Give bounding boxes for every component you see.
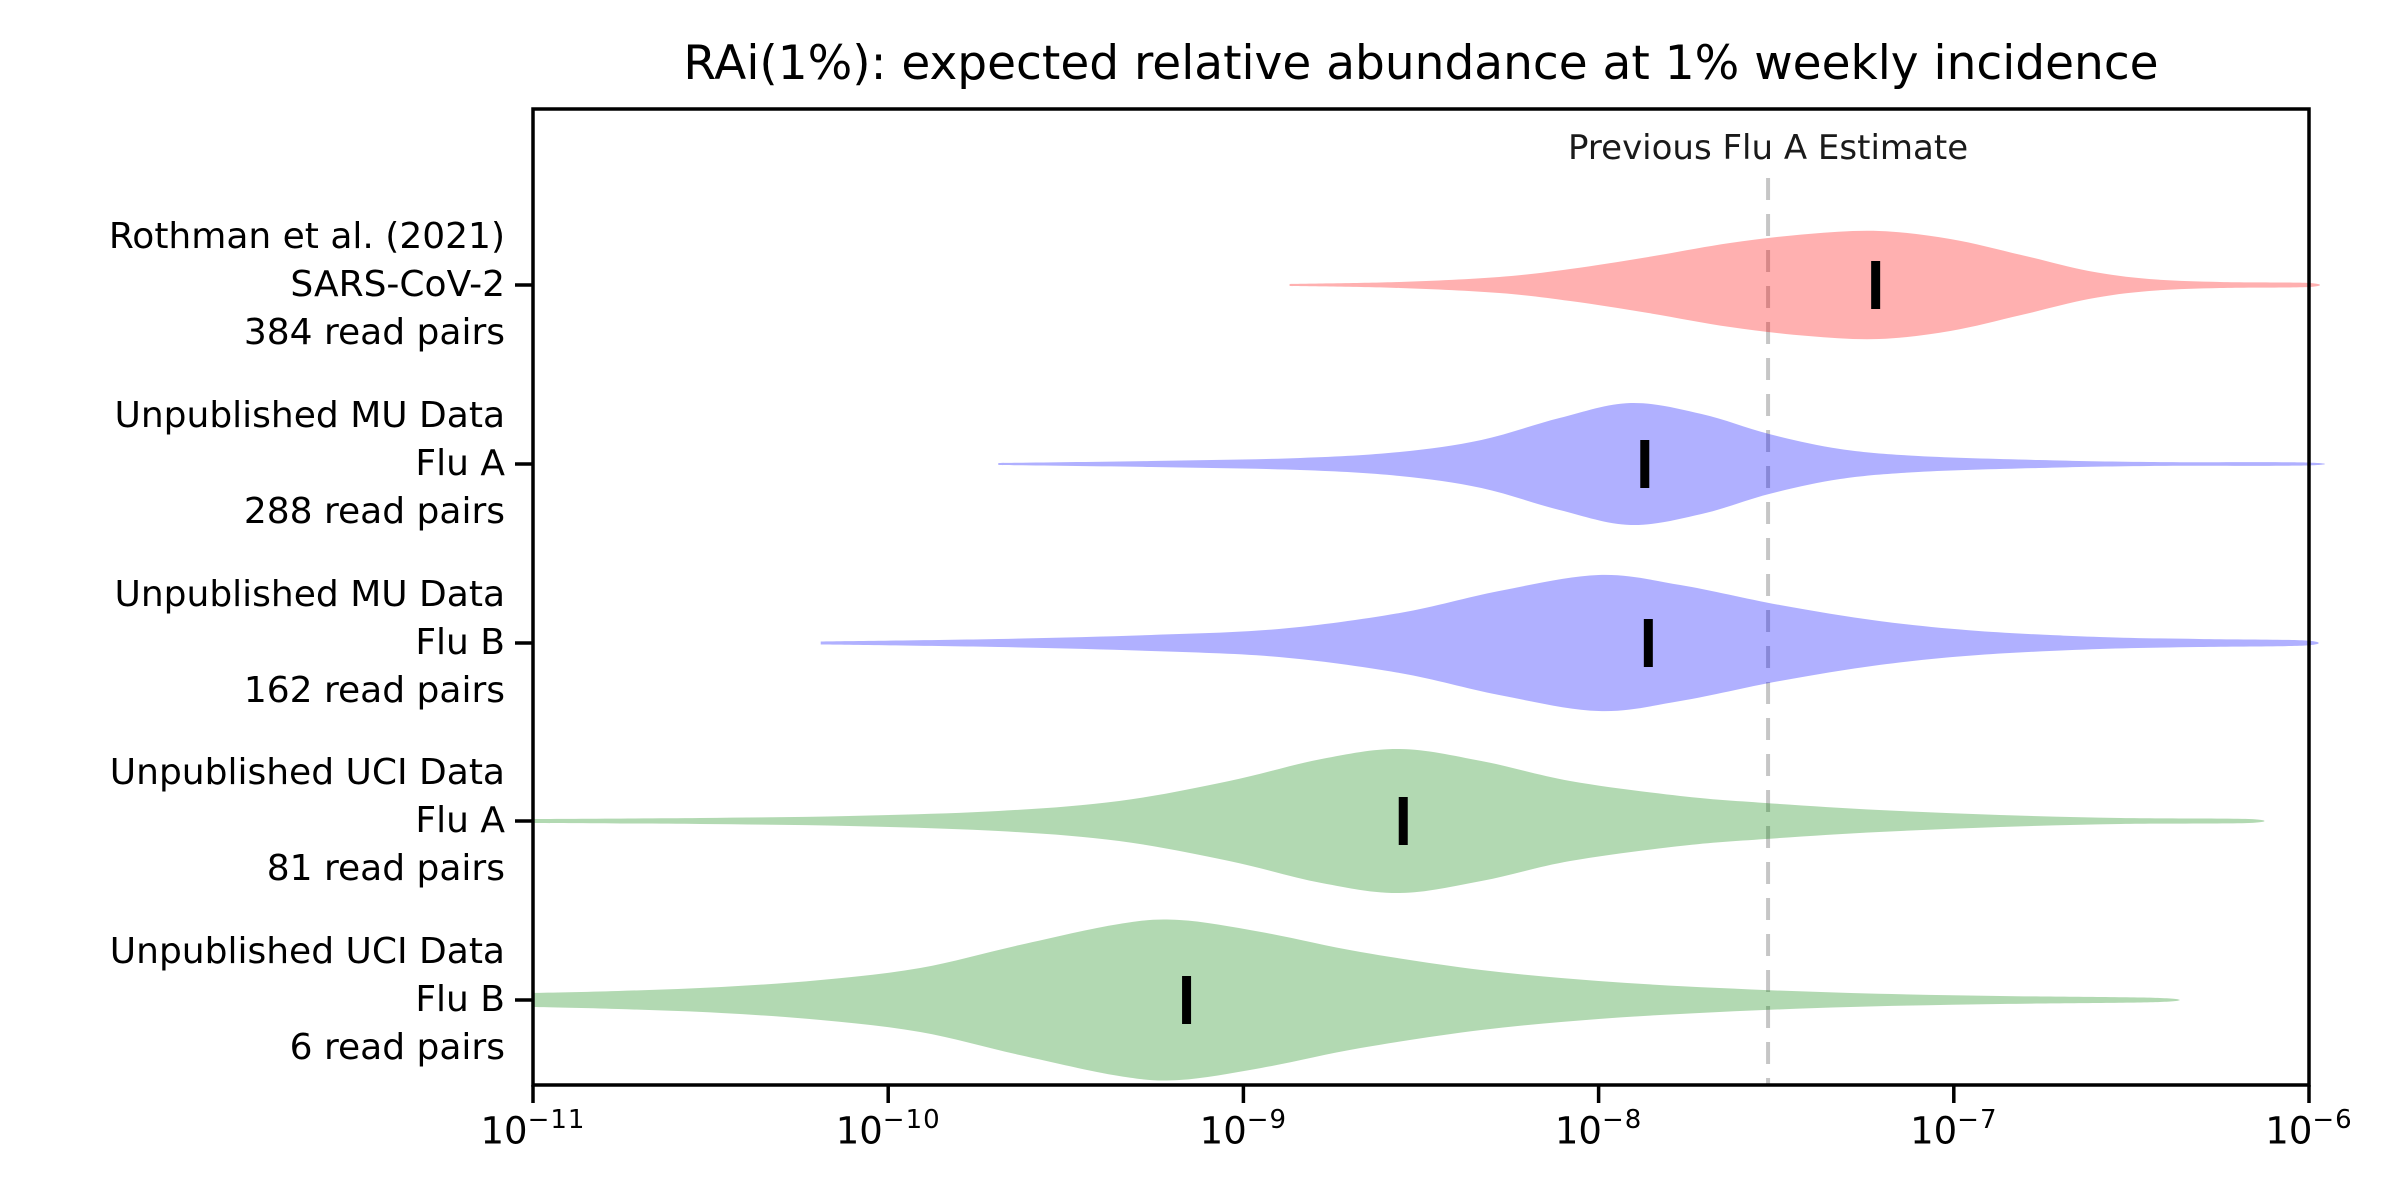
median-bar-series-4 [1398,797,1408,845]
median-bar-series-3 [1643,619,1653,667]
violin-series-2 [998,402,2325,526]
median-bar-series-1 [1871,261,1881,309]
y-axis-row-label: Unpublished MU Data Flu A 288 read pairs [114,392,505,536]
violin-series-5 [533,919,2180,1081]
x-tick-exponent: −11 [527,1105,586,1135]
x-tick-exponent: −8 [1601,1105,1643,1135]
row-label-line: 81 read pairs [266,848,505,889]
violin-series-3 [820,574,2319,712]
x-tick-exponent: −9 [1246,1105,1288,1135]
y-axis-row-label: Unpublished UCI Data Flu A 81 read pairs [110,749,505,893]
row-label-line: Flu A [415,443,505,484]
x-tick-base: 10 [835,1109,883,1153]
row-label-line: 162 read pairs [243,670,505,711]
row-label-line: Unpublished MU Data [114,574,505,615]
x-tick-exponent: −10 [882,1105,941,1135]
violin-series-1 [1289,230,2321,340]
row-label-line: Unpublished UCI Data [109,752,505,793]
x-tick-label: 10−11 [480,1105,586,1153]
row-label-line: Unpublished MU Data [114,395,505,436]
row-label-line: Flu A [415,800,505,841]
row-label-line: Unpublished UCI Data [109,931,505,972]
x-tick-label: 10−7 [1910,1105,1998,1153]
chart-title: RAi(1%): expected relative abundance at … [683,36,2159,91]
x-tick-label: 10−6 [2265,1105,2353,1153]
axes-box [531,107,2311,1087]
x-tick-exponent: −7 [1957,1105,1998,1135]
x-tick-label: 10−9 [1199,1105,1288,1153]
x-tick-base: 10 [480,1109,528,1153]
median-bar-series-2 [1640,440,1650,488]
x-tick-exponent: −6 [2312,1105,2353,1135]
y-axis-row-label: Unpublished MU Data Flu B 162 read pairs [114,571,505,715]
row-label-line: 6 read pairs [289,1027,505,1068]
y-axis-row-label: Rothman et al. (2021) SARS-CoV-2 384 read … [109,213,505,357]
row-label-line: 384 read pairs [243,312,505,353]
x-tick-base: 10 [1554,1109,1602,1153]
row-label-line: Flu B [415,622,505,663]
x-tick-base: 10 [2265,1109,2313,1153]
median-bar-series-5 [1182,976,1192,1024]
x-tick-label: 10−8 [1554,1105,1643,1153]
x-tick-base: 10 [1910,1109,1958,1153]
row-label-line: SARS-CoV-2 [290,264,505,305]
x-tick-base: 10 [1199,1109,1247,1153]
y-axis-row-label: Unpublished UCI Data Flu B 6 read pairs [110,928,505,1072]
row-label-line: 288 read pairs [243,491,505,532]
x-tick-label: 10−10 [835,1105,941,1153]
reference-line-label: Previous Flu A Estimate [1568,128,1969,168]
row-label-line: Flu B [415,979,505,1020]
row-label-line: Rothman et al. (2021) [108,216,505,257]
